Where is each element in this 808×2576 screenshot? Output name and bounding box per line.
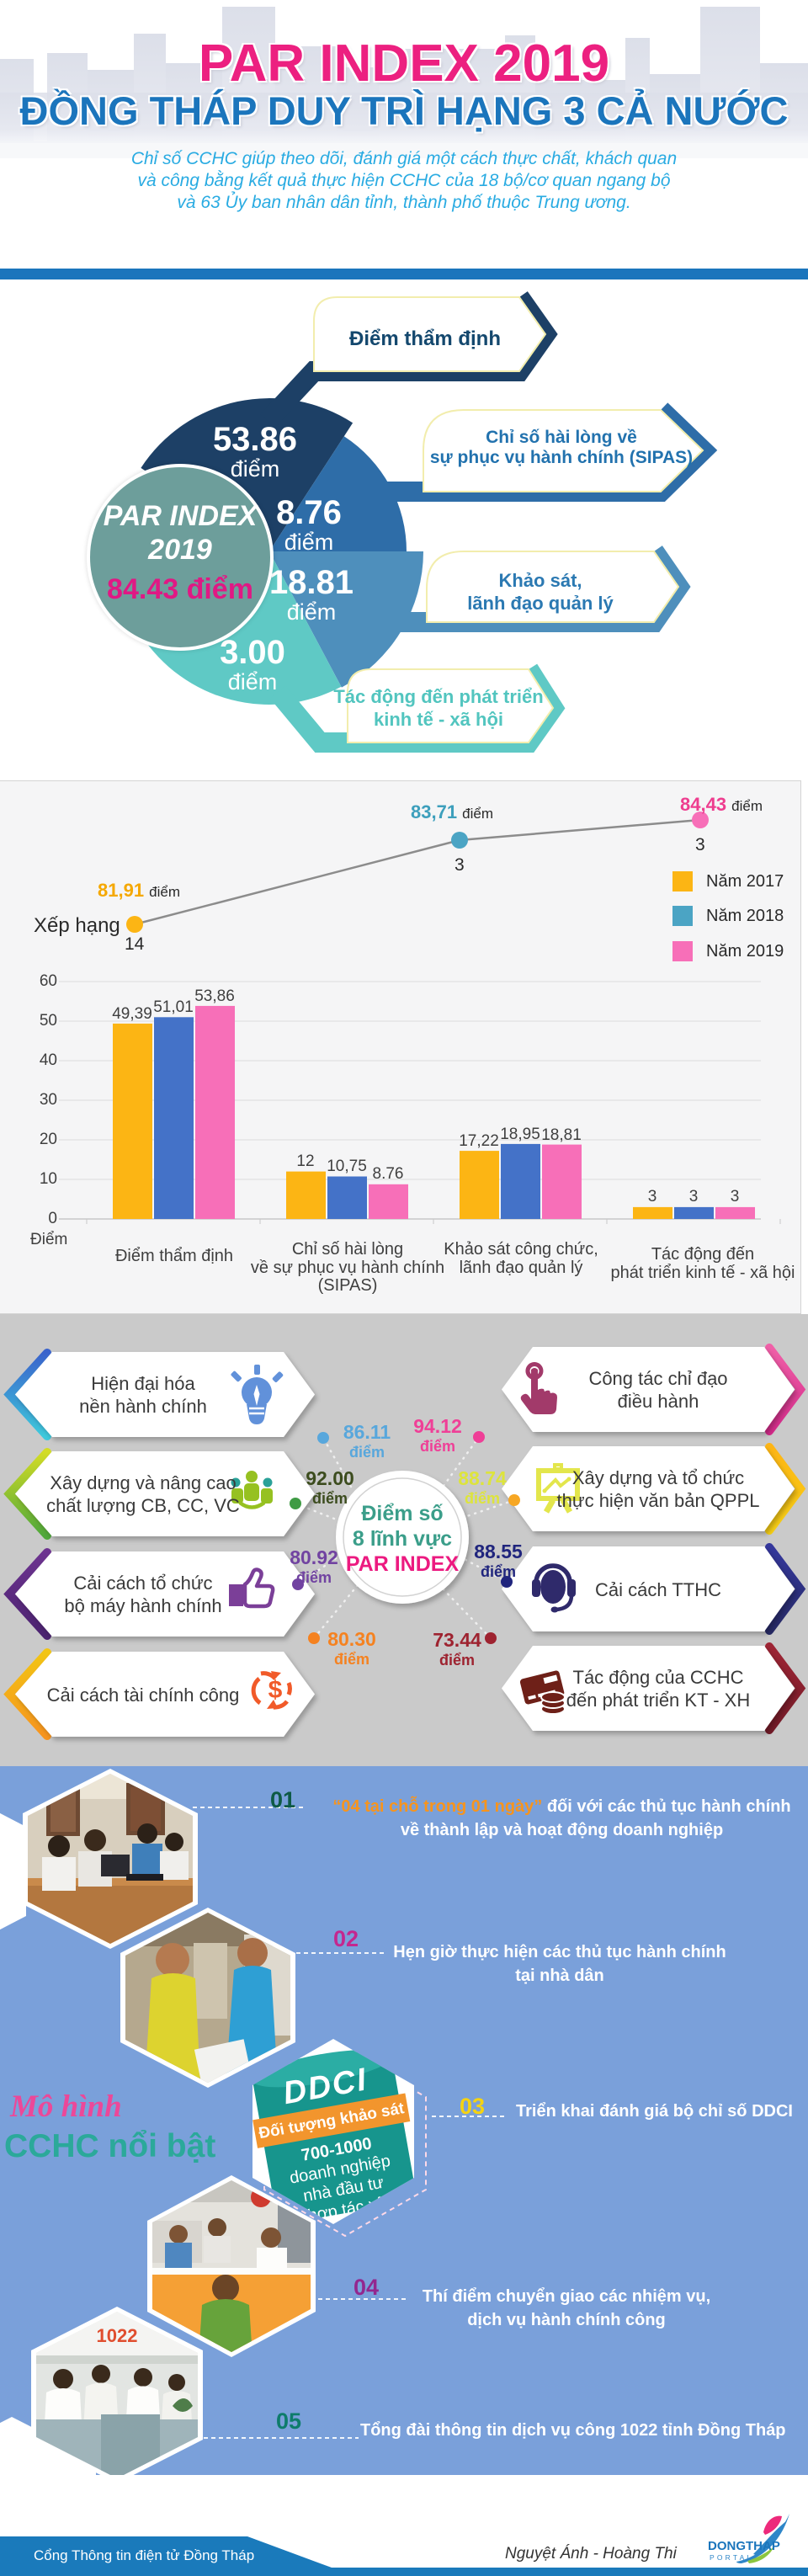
svg-text:1022: 1022 (97, 2325, 138, 2346)
svg-text:$: $ (268, 1676, 283, 1704)
svg-text:DONGTHAP: DONGTHAP (708, 2539, 780, 2553)
svg-text:PORTAL: PORTAL (710, 2553, 753, 2562)
